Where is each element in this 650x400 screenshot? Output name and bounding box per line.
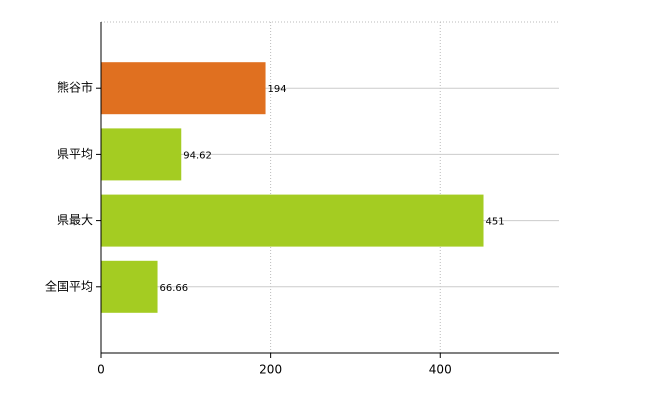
x-tick-label: 200 (259, 363, 282, 377)
value-label: 94.62 (183, 150, 212, 161)
x-tick-label: 0 (97, 363, 105, 377)
value-label: 66.66 (160, 283, 189, 294)
x-tick-label: 400 (429, 363, 452, 377)
y-tick-label: 全国平均 (45, 278, 93, 293)
y-tick-label: 県最大 (57, 213, 93, 227)
y-tick-label: 県平均 (57, 147, 93, 161)
bar (101, 260, 158, 313)
bar (101, 62, 266, 115)
value-label: 194 (268, 84, 287, 95)
value-label: 451 (486, 217, 505, 228)
bar (101, 128, 182, 181)
y-tick-label: 熊谷市 (57, 80, 93, 95)
bar (101, 194, 484, 247)
